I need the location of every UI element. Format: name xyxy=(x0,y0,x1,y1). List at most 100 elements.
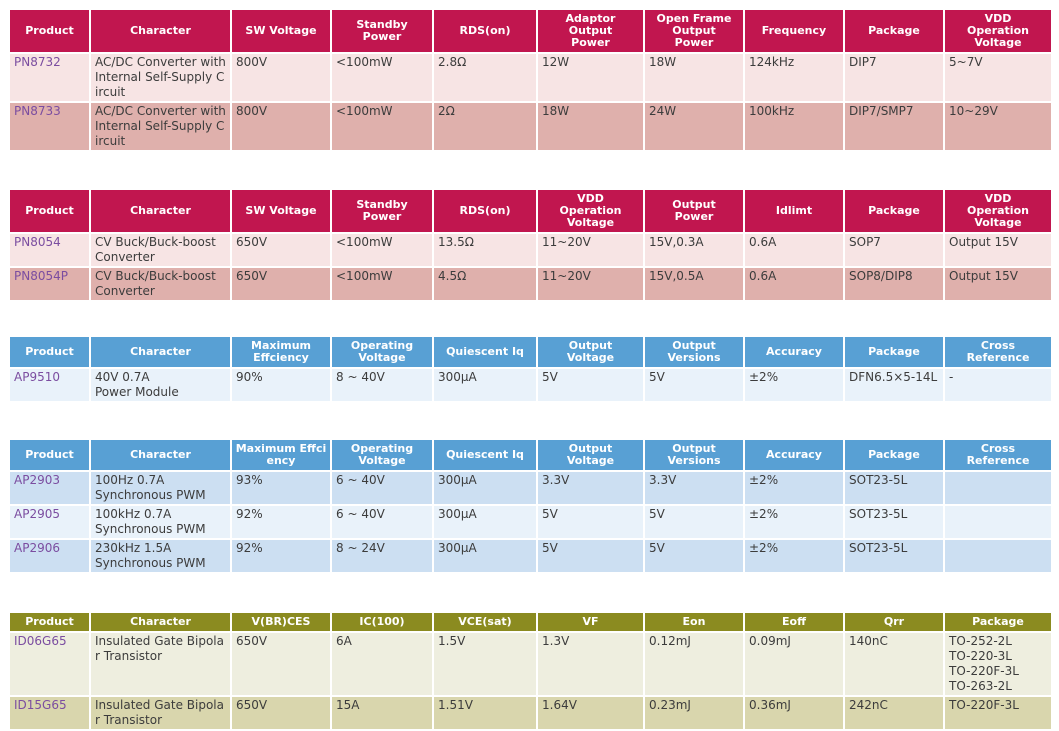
product-cell: ID06G65 xyxy=(10,633,89,695)
column-header: Package xyxy=(945,613,1051,631)
value-cell: 2Ω xyxy=(434,103,536,150)
product-cell: AP9510 xyxy=(10,369,89,401)
value-cell: 6 ~ 40V xyxy=(332,506,432,538)
value-cell: 0.6A xyxy=(745,234,843,266)
product-link[interactable]: AP9510 xyxy=(14,370,60,384)
column-header: Accuracy xyxy=(745,337,843,367)
column-header: VDD Operation Voltage xyxy=(538,190,643,232)
value-cell: 18W xyxy=(645,54,743,101)
column-header: SW Voltage xyxy=(232,10,330,52)
column-header: Adaptor Output Power xyxy=(538,10,643,52)
value-cell: - xyxy=(945,369,1051,401)
column-header: Output Voltage xyxy=(538,440,643,470)
table-row: ID15G65 Insulated Gate Bipolar Transistor… xyxy=(10,697,1051,729)
header-row: Product Character Maximum Effciency Operati… xyxy=(10,337,1051,367)
column-header: Quiescent Iq xyxy=(434,337,536,367)
value-cell: 5V xyxy=(538,540,643,572)
product-cell: PN8732 xyxy=(10,54,89,101)
column-header: Standby Power xyxy=(332,10,432,52)
value-cell xyxy=(945,540,1051,572)
value-cell: 140nC xyxy=(845,633,943,695)
column-header: Frequency xyxy=(745,10,843,52)
value-cell: 0.6A xyxy=(745,268,843,300)
column-header: Output Versions xyxy=(645,440,743,470)
product-cell: AP2906 xyxy=(10,540,89,572)
column-header: Eoff xyxy=(745,613,843,631)
value-cell: SOT23-5L xyxy=(845,472,943,504)
column-header: VDD Operation Voltage xyxy=(945,10,1051,52)
product-link[interactable]: AP2905 xyxy=(14,507,60,521)
table-row: AP2903 100Hz 0.7A Synchronous PWM 93% 6 ~ 4… xyxy=(10,472,1051,504)
column-header: Cross Reference xyxy=(945,440,1051,470)
product-link[interactable]: ID06G65 xyxy=(14,634,67,648)
product-table-power-module: Product Character Maximum Effciency Operati… xyxy=(8,335,1053,403)
value-cell: 5V xyxy=(645,369,743,401)
value-cell: 4.5Ω xyxy=(434,268,536,300)
table-row: PN8054 CV Buck/Buck-boost Converter 650V <1… xyxy=(10,234,1051,266)
value-cell: 800V xyxy=(232,103,330,150)
value-cell: 300µA xyxy=(434,540,536,572)
column-header: Output Power xyxy=(645,190,743,232)
column-header: Package xyxy=(845,337,943,367)
column-header: Package xyxy=(845,440,943,470)
header-row: Product Character SW Voltage Standby Power R… xyxy=(10,10,1051,52)
value-cell xyxy=(945,506,1051,538)
value-cell: 6A xyxy=(332,633,432,695)
value-cell: 800V xyxy=(232,54,330,101)
product-cell: AP2905 xyxy=(10,506,89,538)
table-row: AP2906 230kHz 1.5A Synchronous PWM 92% 8 ~ … xyxy=(10,540,1051,572)
column-header: Character xyxy=(91,613,230,631)
value-cell: 5V xyxy=(538,506,643,538)
product-table-acdc-converter: Product Character SW Voltage Standby Power R… xyxy=(8,8,1053,152)
product-table-synchronous-pwm: Product Character Maximum Effci ency Operat… xyxy=(8,438,1053,574)
value-cell xyxy=(945,472,1051,504)
column-header: Package xyxy=(845,10,943,52)
value-cell: 5V xyxy=(538,369,643,401)
product-link[interactable]: ID15G65 xyxy=(14,698,67,712)
value-cell: 13.5Ω xyxy=(434,234,536,266)
character-cell: 100Hz 0.7A Synchronous PWM xyxy=(91,472,230,504)
value-cell: DIP7 xyxy=(845,54,943,101)
table-row: PN8054P CV Buck/Buck-boost Converter 650V <… xyxy=(10,268,1051,300)
value-cell: 300µA xyxy=(434,506,536,538)
character-cell: Insulated Gate Bipolar Transistor xyxy=(91,633,230,695)
product-link[interactable]: PN8733 xyxy=(14,104,61,118)
column-header: Cross Reference xyxy=(945,337,1051,367)
column-header: Character xyxy=(91,10,230,52)
column-header: Accuracy xyxy=(745,440,843,470)
product-link[interactable]: PN8054 xyxy=(14,235,61,249)
table-row: PN8733 AC/DC Converter with Internal Self… xyxy=(10,103,1051,150)
value-cell: 12W xyxy=(538,54,643,101)
product-link[interactable]: PN8054P xyxy=(14,269,68,283)
column-header: V(BR)CES xyxy=(232,613,330,631)
value-cell: 92% xyxy=(232,506,330,538)
column-header: Character xyxy=(91,190,230,232)
product-table-igbt: Product Character V(BR)CES IC(100) VCE(sat) V… xyxy=(8,611,1053,731)
value-cell: 15V,0.5A xyxy=(645,268,743,300)
character-cell: 40V 0.7A Power Module xyxy=(91,369,230,401)
column-header: Maximum Effci ency xyxy=(232,440,330,470)
value-cell: 1.51V xyxy=(434,697,536,729)
product-link[interactable]: AP2903 xyxy=(14,473,60,487)
character-cell: 230kHz 1.5A Synchronous PWM xyxy=(91,540,230,572)
header-row: Product Character Maximum Effci ency Operat… xyxy=(10,440,1051,470)
product-link[interactable]: PN8732 xyxy=(14,55,61,69)
product-link[interactable]: AP2906 xyxy=(14,541,60,555)
column-header: Output Versions xyxy=(645,337,743,367)
product-table-cv-buck-converter: Product Character SW Voltage Standby Power R… xyxy=(8,188,1053,302)
character-cell: Insulated Gate Bipolar Transistor xyxy=(91,697,230,729)
value-cell: 24W xyxy=(645,103,743,150)
value-cell: 650V xyxy=(232,234,330,266)
table-row: PN8732 AC/DC Converter with Internal Self… xyxy=(10,54,1051,101)
value-cell: ±2% xyxy=(745,472,843,504)
column-header: Product xyxy=(10,10,89,52)
character-cell: 100kHz 0.7A Synchronous PWM xyxy=(91,506,230,538)
value-cell: 11~20V xyxy=(538,234,643,266)
header-row: Product Character SW Voltage Standby Power R… xyxy=(10,190,1051,232)
value-cell: 242nC xyxy=(845,697,943,729)
value-cell: <100mW xyxy=(332,54,432,101)
value-cell: 92% xyxy=(232,540,330,572)
product-cell: PN8054P xyxy=(10,268,89,300)
column-header: Product xyxy=(10,440,89,470)
value-cell: SOT23-5L xyxy=(845,540,943,572)
